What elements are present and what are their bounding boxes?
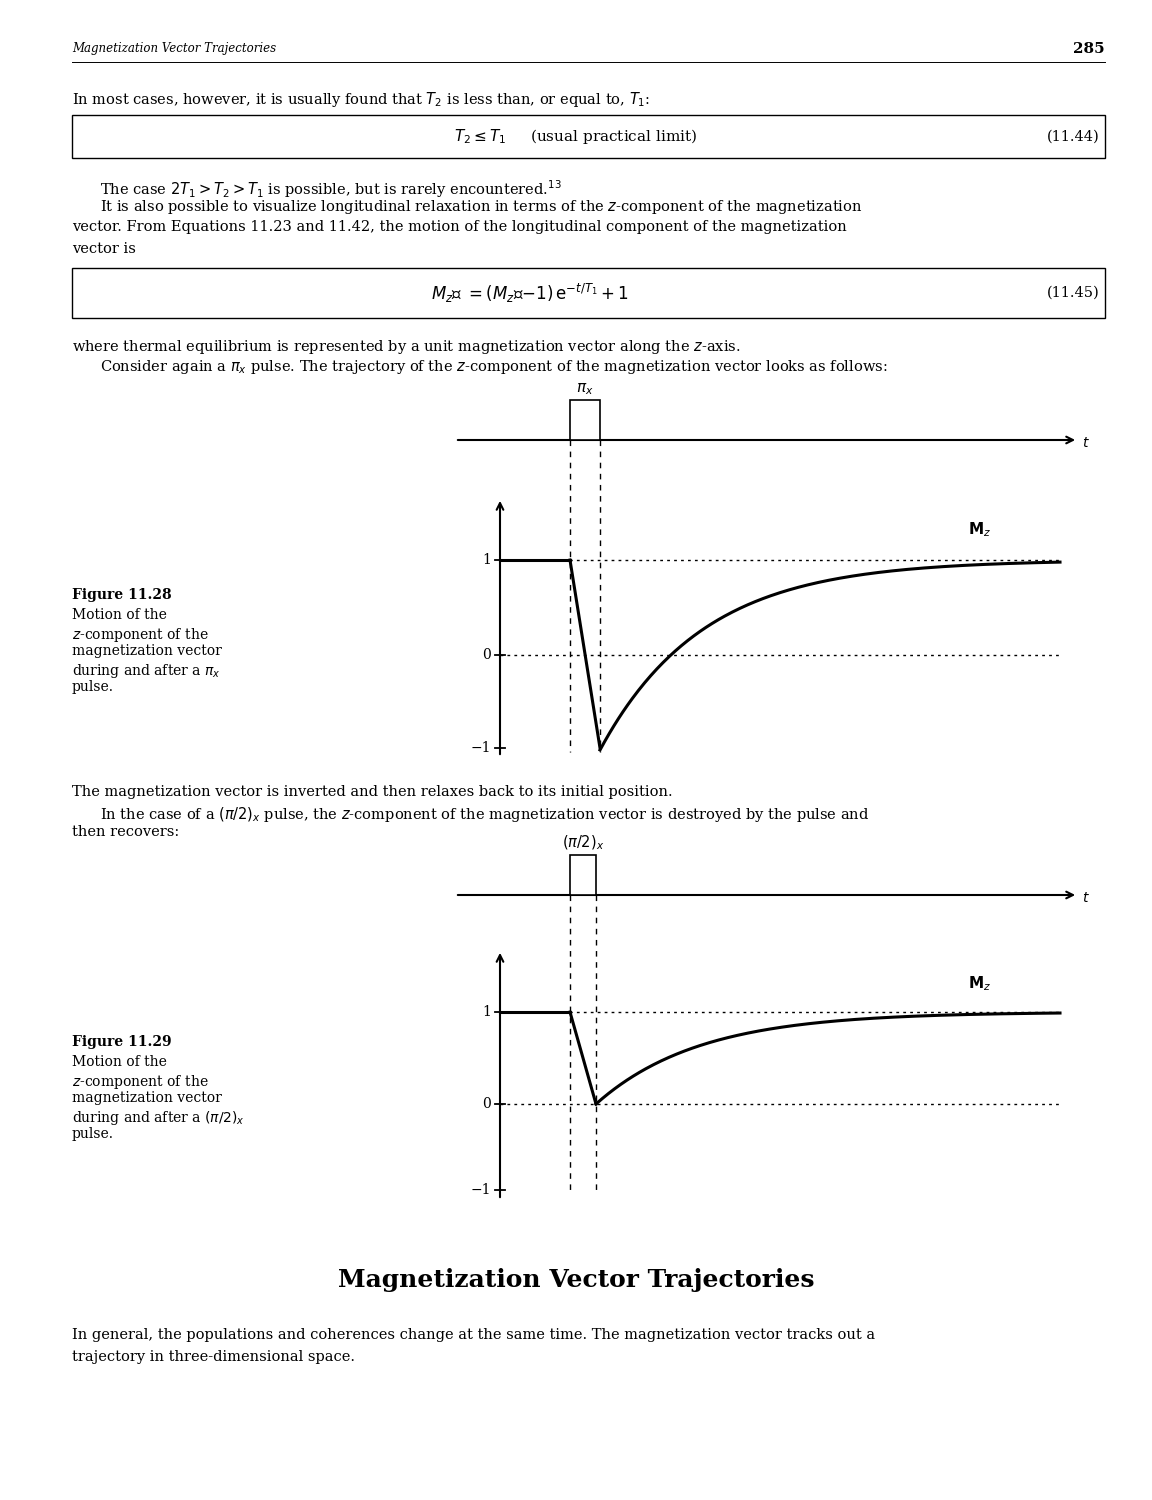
- Text: $\mathbf{M}_z$: $\mathbf{M}_z$: [969, 520, 992, 540]
- Text: magnetization vector: magnetization vector: [71, 1090, 222, 1106]
- Text: 1: 1: [483, 1005, 491, 1019]
- Text: $z$-component of the: $z$-component of the: [71, 1072, 209, 1090]
- Text: Figure 11.28: Figure 11.28: [71, 588, 172, 602]
- Text: trajectory in three-dimensional space.: trajectory in three-dimensional space.: [71, 1350, 355, 1364]
- Text: $M_z$③ $= (M_z$②$ - 1)\,\mathrm{e}^{-t/T_1} + 1$: $M_z$③ $= (M_z$②$ - 1)\,\mathrm{e}^{-t/T…: [431, 282, 629, 304]
- Text: 0: 0: [483, 1096, 491, 1112]
- Text: (11.45): (11.45): [1047, 286, 1100, 300]
- Text: −1: −1: [470, 741, 491, 754]
- Text: Consider again a $\pi_x$ pulse. The trajectory of the $z$-component of the magne: Consider again a $\pi_x$ pulse. The traj…: [100, 358, 887, 376]
- Text: $\pi_x$: $\pi_x$: [576, 381, 593, 398]
- Text: 1: 1: [483, 554, 491, 567]
- Text: pulse.: pulse.: [71, 1126, 114, 1142]
- Text: In most cases, however, it is usually found that $T_2$ is less than, or equal to: In most cases, however, it is usually fo…: [71, 90, 650, 110]
- Text: where thermal equilibrium is represented by a unit magnetization vector along th: where thermal equilibrium is represented…: [71, 338, 741, 356]
- Text: 285: 285: [1074, 42, 1105, 56]
- Text: The case $2T_1 > T_2 > T_1$ is possible, but is rarely encountered.$^{13}$: The case $2T_1 > T_2 > T_1$ is possible,…: [100, 178, 562, 200]
- Text: pulse.: pulse.: [71, 680, 114, 694]
- Text: $T_2 \leq T_1$     (usual practical limit): $T_2 \leq T_1$ (usual practical limit): [454, 128, 698, 147]
- Text: $\mathbf{M}_z$: $\mathbf{M}_z$: [969, 975, 992, 993]
- Text: −1: −1: [470, 1184, 491, 1197]
- Text: $(\pi/2)_x$: $(\pi/2)_x$: [562, 834, 604, 852]
- Text: vector is: vector is: [71, 242, 136, 256]
- Text: during and after a $\pi_x$: during and after a $\pi_x$: [71, 662, 221, 680]
- Text: Figure 11.29: Figure 11.29: [71, 1035, 172, 1048]
- Text: magnetization vector: magnetization vector: [71, 644, 222, 658]
- Text: Motion of the: Motion of the: [71, 608, 167, 622]
- Text: then recovers:: then recovers:: [71, 825, 180, 839]
- Text: In general, the populations and coherences change at the same time. The magnetiz: In general, the populations and coherenc…: [71, 1328, 876, 1342]
- Text: $t$: $t$: [1082, 436, 1090, 450]
- Text: Magnetization Vector Trajectories: Magnetization Vector Trajectories: [71, 42, 276, 56]
- Text: vector. From Equations 11.23 and 11.42, the motion of the longitudinal component: vector. From Equations 11.23 and 11.42, …: [71, 220, 847, 234]
- Text: Magnetization Vector Trajectories: Magnetization Vector Trajectories: [338, 1268, 814, 1292]
- Text: In the case of a $(\pi/2)_x$ pulse, the $z$-component of the magnetization vecto: In the case of a $(\pi/2)_x$ pulse, the …: [100, 806, 870, 824]
- Text: during and after a $(\pi/2)_x$: during and after a $(\pi/2)_x$: [71, 1108, 244, 1126]
- Text: 0: 0: [483, 648, 491, 662]
- Text: Motion of the: Motion of the: [71, 1054, 167, 1070]
- Text: The magnetization vector is inverted and then relaxes back to its initial positi: The magnetization vector is inverted and…: [71, 784, 673, 800]
- Bar: [71, 268, 1105, 318]
- Bar: [570, 400, 600, 439]
- Text: $z$-component of the: $z$-component of the: [71, 626, 209, 644]
- Text: It is also possible to visualize longitudinal relaxation in terms of the $z$-com: It is also possible to visualize longitu…: [100, 198, 863, 216]
- Text: (11.44): (11.44): [1047, 130, 1100, 144]
- Bar: [71, 116, 1105, 158]
- Text: $t$: $t$: [1082, 891, 1090, 904]
- Bar: [570, 855, 596, 895]
